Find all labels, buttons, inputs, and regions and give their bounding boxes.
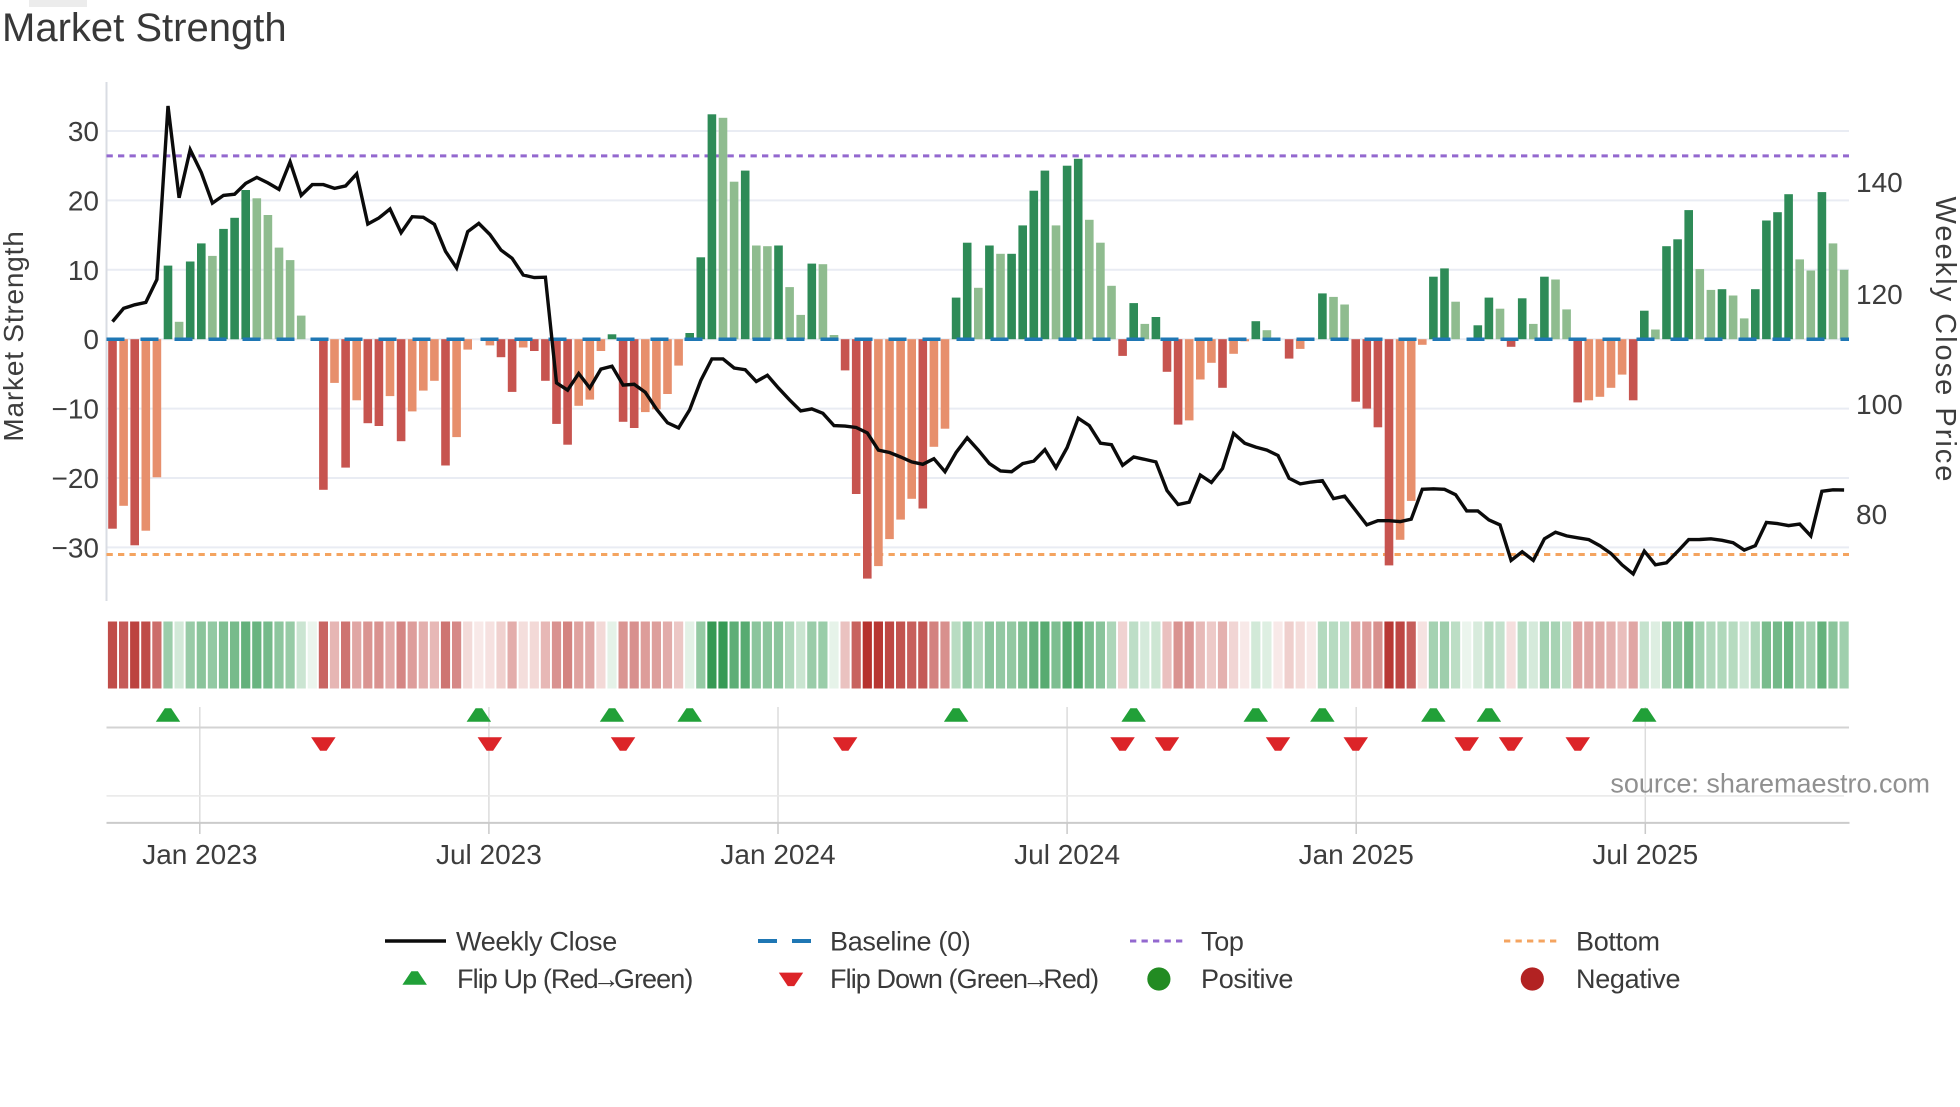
svg-text:Market Strength: Market Strength bbox=[0, 230, 29, 441]
svg-text:−20: −20 bbox=[52, 463, 100, 494]
svg-text:Market Strength: Market Strength bbox=[2, 6, 287, 50]
svg-text:−10: −10 bbox=[52, 394, 100, 425]
svg-text:Negative: Negative bbox=[1576, 964, 1680, 994]
svg-text:Jul 2024: Jul 2024 bbox=[1014, 839, 1120, 870]
svg-text:Jan 2025: Jan 2025 bbox=[1299, 839, 1414, 870]
svg-text:Positive: Positive bbox=[1201, 964, 1293, 994]
svg-text:80: 80 bbox=[1856, 499, 1887, 530]
svg-text:Jul 2025: Jul 2025 bbox=[1592, 839, 1698, 870]
svg-text:Jan 2024: Jan 2024 bbox=[720, 839, 835, 870]
svg-text:20: 20 bbox=[68, 185, 99, 216]
svg-text:Flip Up (Red→Green): Flip Up (Red→Green) bbox=[457, 964, 693, 994]
svg-text:Weekly Close: Weekly Close bbox=[456, 927, 617, 957]
svg-text:Weekly Close Price: Weekly Close Price bbox=[1929, 197, 1960, 484]
svg-text:30: 30 bbox=[68, 116, 99, 147]
svg-text:100: 100 bbox=[1856, 389, 1903, 420]
svg-text:Bottom: Bottom bbox=[1576, 927, 1660, 957]
svg-text:Jul 2023: Jul 2023 bbox=[436, 839, 542, 870]
svg-text:Top: Top bbox=[1201, 927, 1244, 957]
svg-text:Baseline (0): Baseline (0) bbox=[830, 927, 970, 957]
svg-text:Jan 2023: Jan 2023 bbox=[142, 839, 257, 870]
svg-text:140: 140 bbox=[1856, 167, 1903, 198]
svg-text:Flip Down (Green→Red): Flip Down (Green→Red) bbox=[830, 964, 1098, 994]
svg-text:0: 0 bbox=[83, 324, 99, 355]
svg-text:120: 120 bbox=[1856, 279, 1903, 310]
svg-text:source: sharemaestro.com: source: sharemaestro.com bbox=[1610, 769, 1930, 799]
svg-text:−30: −30 bbox=[52, 532, 100, 563]
svg-text:10: 10 bbox=[68, 255, 99, 286]
